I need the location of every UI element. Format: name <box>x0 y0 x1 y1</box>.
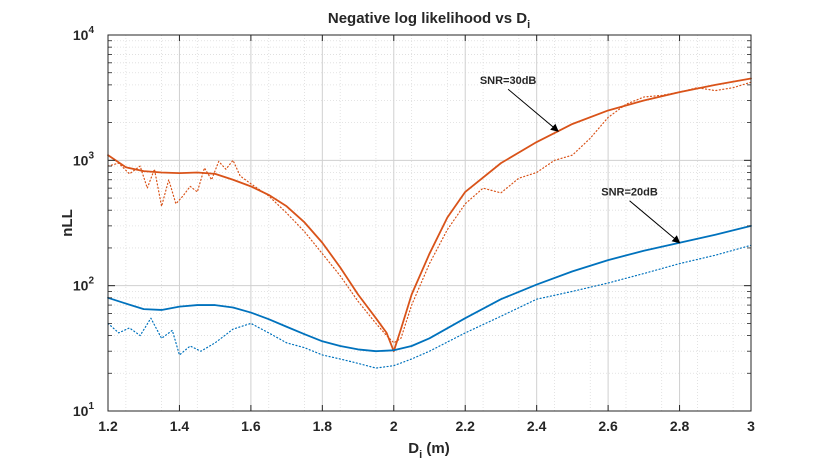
x-tick-label: 2.8 <box>670 418 690 434</box>
axis-ticks <box>107 34 752 412</box>
y-tick-label-exponent: 2 <box>88 276 94 287</box>
y-tick-label-base: 10 <box>73 27 89 43</box>
minor-grid <box>108 35 751 411</box>
series-line-3 <box>107 244 752 369</box>
y-tick-label-exponent: 4 <box>88 25 94 36</box>
x-axis-label-main: D <box>408 440 419 457</box>
plot-frame <box>107 34 752 412</box>
x-tick-label: 2.2 <box>455 418 475 434</box>
y-tick-label-base: 10 <box>73 152 89 168</box>
y-tick-label-exponent: 3 <box>88 150 94 161</box>
annotation-arrow <box>507 88 559 132</box>
y-tick-label: 104 <box>73 25 95 43</box>
x-tick-label: 1.8 <box>313 418 333 434</box>
x-tick-label: 1.2 <box>98 418 118 434</box>
x-tick-labels: 1.2 1.4 1.6 1.8 2 2.2 2.4 2.6 2.8 3 <box>98 418 755 434</box>
x-axis-label-sub: i <box>419 449 422 461</box>
series-line-1 <box>107 81 752 344</box>
chart-title: Negative log likelihood vs Di <box>328 10 530 31</box>
chart-title-main: Negative log likelihood vs D <box>328 10 527 27</box>
y-axis-label: nLL <box>59 209 76 237</box>
x-tick-label: 2.6 <box>598 418 618 434</box>
annotation-label: SNR=20dB <box>601 187 658 199</box>
plot-background <box>108 35 751 411</box>
x-tick-label: 1.4 <box>170 418 190 434</box>
x-tick-label: 2 <box>390 418 398 434</box>
x-tick-label: 3 <box>747 418 755 434</box>
x-tick-label: 1.6 <box>241 418 261 434</box>
y-tick-label: 101 <box>73 401 95 419</box>
y-tick-label: 102 <box>73 276 95 294</box>
annotation-label: SNR=30dB <box>480 75 537 87</box>
y-tick-label-base: 10 <box>73 403 89 419</box>
x-axis-label: Di (m) <box>408 440 449 461</box>
chart-title-sub: i <box>527 19 530 31</box>
annotations: SNR=30dB SNR=20dB <box>480 75 681 244</box>
series-line-0 <box>107 77 752 353</box>
annotation-arrow <box>629 200 681 244</box>
x-axis-label-suffix: (m) <box>422 440 450 457</box>
series-line-2 <box>107 224 752 353</box>
series-layer <box>107 77 752 369</box>
x-tick-label: 2.4 <box>527 418 547 434</box>
y-tick-label-base: 10 <box>73 278 89 294</box>
y-tick-label-exponent: 1 <box>88 401 94 412</box>
y-tick-label: 103 <box>73 150 95 168</box>
